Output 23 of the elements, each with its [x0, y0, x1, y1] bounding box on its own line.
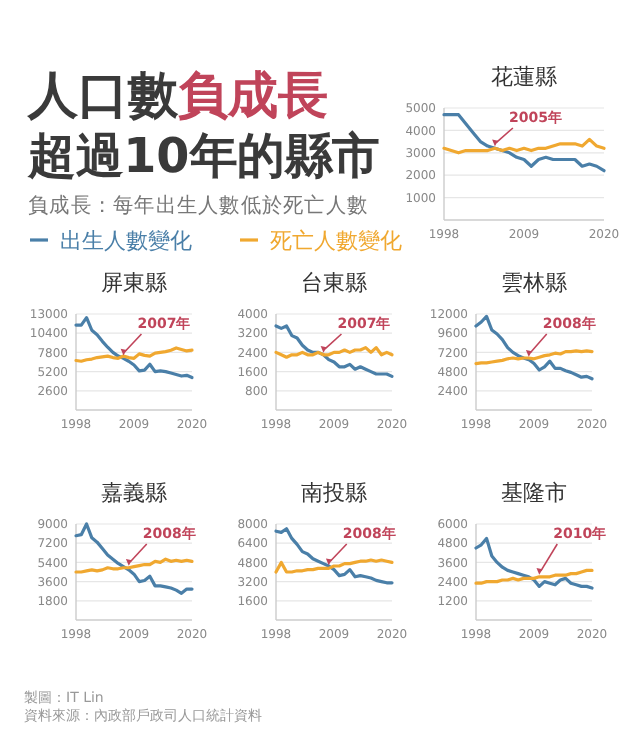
line-series	[474, 568, 594, 585]
line-series	[474, 536, 594, 590]
text: 負成長：每年出生人數低於死亡人數	[28, 192, 380, 218]
chart-title: 嘉義縣	[101, 480, 167, 506]
line-series	[474, 314, 594, 381]
line-series	[274, 527, 394, 585]
chart-title: 花蓮縣	[491, 64, 557, 90]
line-series	[74, 346, 194, 363]
line-series	[442, 113, 606, 173]
line-series	[74, 316, 194, 380]
chart-title: 基隆市	[501, 480, 567, 506]
line-series	[442, 137, 606, 155]
chart-title: 雲林縣	[501, 270, 567, 296]
line-series	[74, 557, 194, 574]
line-series	[74, 522, 194, 595]
line-series	[474, 349, 594, 366]
legend-label: 出生人數變化	[60, 228, 192, 254]
text: 人口數負成長超過10年的縣市	[26, 66, 383, 184]
chart-title: 屏東縣	[101, 270, 167, 296]
legend-label: 死亡人數變化	[270, 228, 402, 254]
line-series	[274, 558, 394, 574]
chart-title: 台東縣	[301, 270, 367, 296]
chart-title: 南投縣	[301, 480, 367, 506]
